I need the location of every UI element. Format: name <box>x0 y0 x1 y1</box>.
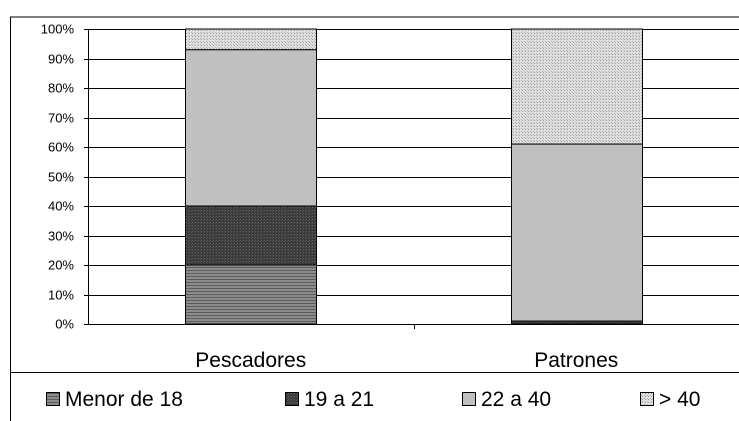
y-tick-label: 60% <box>48 140 74 155</box>
y-tick-label: 10% <box>48 288 74 303</box>
legend-label: > 40 <box>659 388 700 411</box>
legend: Menor de 18 19 a 21 22 a 40 > 40 <box>46 388 700 411</box>
bar-segment-2-4 <box>511 28 643 145</box>
legend-swatch <box>640 392 654 406</box>
y-tick-label: 30% <box>48 229 74 244</box>
bar-segment-1-4 <box>185 28 317 51</box>
legend-label: 22 a 40 <box>481 388 551 411</box>
y-tick-label: 50% <box>48 170 74 185</box>
y-tick-label: 80% <box>48 81 74 96</box>
legend-swatch <box>46 392 60 406</box>
x-tick-label: Patrones <box>534 349 618 372</box>
y-tick-label: 70% <box>48 111 74 126</box>
x-axis-labels: Pescadores Patrones <box>195 349 618 372</box>
y-axis: 0% 10% 20% 30% 40% 50% 60% 70% 80% 90% 100% <box>41 22 415 332</box>
bars <box>185 28 643 325</box>
bar-segment-1-2 <box>185 205 317 266</box>
y-tick-label: 20% <box>48 258 74 273</box>
legend-label: 19 a 21 <box>304 388 374 411</box>
y-tick-label: 0% <box>55 317 74 332</box>
legend-swatch <box>462 392 476 406</box>
y-tick-label: 90% <box>48 52 74 67</box>
bar-segment-1-3 <box>185 49 317 207</box>
bar-segment-1-1 <box>185 264 317 325</box>
legend-label: Menor de 18 <box>65 388 183 411</box>
legend-swatch <box>285 392 299 406</box>
y-tick-label: 100% <box>41 22 75 37</box>
y-tick-label: 40% <box>48 199 74 214</box>
bar-segment-2-3 <box>511 143 643 322</box>
x-tick-label: Pescadores <box>195 349 306 372</box>
